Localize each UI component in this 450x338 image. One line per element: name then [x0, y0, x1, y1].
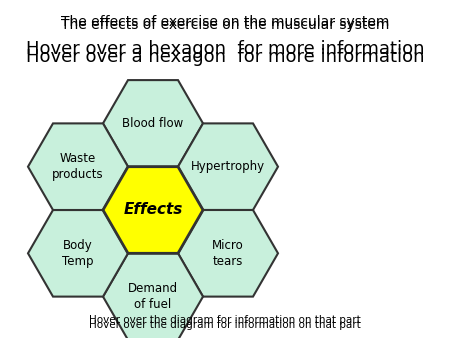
Text: Waste
products: Waste products: [52, 152, 104, 181]
Polygon shape: [28, 210, 128, 297]
Text: The effects of exercise on the muscular system: The effects of exercise on the muscular …: [61, 18, 389, 32]
Polygon shape: [103, 167, 203, 253]
Text: Hover over a hexagon  for more information: Hover over a hexagon for more informatio…: [26, 48, 424, 66]
Text: Hover over the diagram for information on that part: Hover over the diagram for information o…: [89, 320, 361, 330]
Text: Hover over a hexagon  for more information: Hover over a hexagon for more informatio…: [26, 40, 424, 58]
Text: Blood flow: Blood flow: [122, 117, 184, 130]
Polygon shape: [103, 253, 203, 338]
Text: Micro
tears: Micro tears: [212, 239, 244, 268]
Polygon shape: [178, 123, 278, 210]
Text: Body
Temp: Body Temp: [62, 239, 94, 268]
Text: Hover over the diagram for information on that part: Hover over the diagram for information o…: [89, 315, 361, 325]
Text: Effects: Effects: [123, 202, 183, 217]
Polygon shape: [28, 123, 128, 210]
Polygon shape: [103, 80, 203, 167]
Text: The effects of exercise on the muscular system: The effects of exercise on the muscular …: [61, 15, 389, 29]
Text: Demand
of fuel: Demand of fuel: [128, 282, 178, 311]
Polygon shape: [178, 210, 278, 297]
Text: Hypertrophy: Hypertrophy: [191, 160, 265, 173]
